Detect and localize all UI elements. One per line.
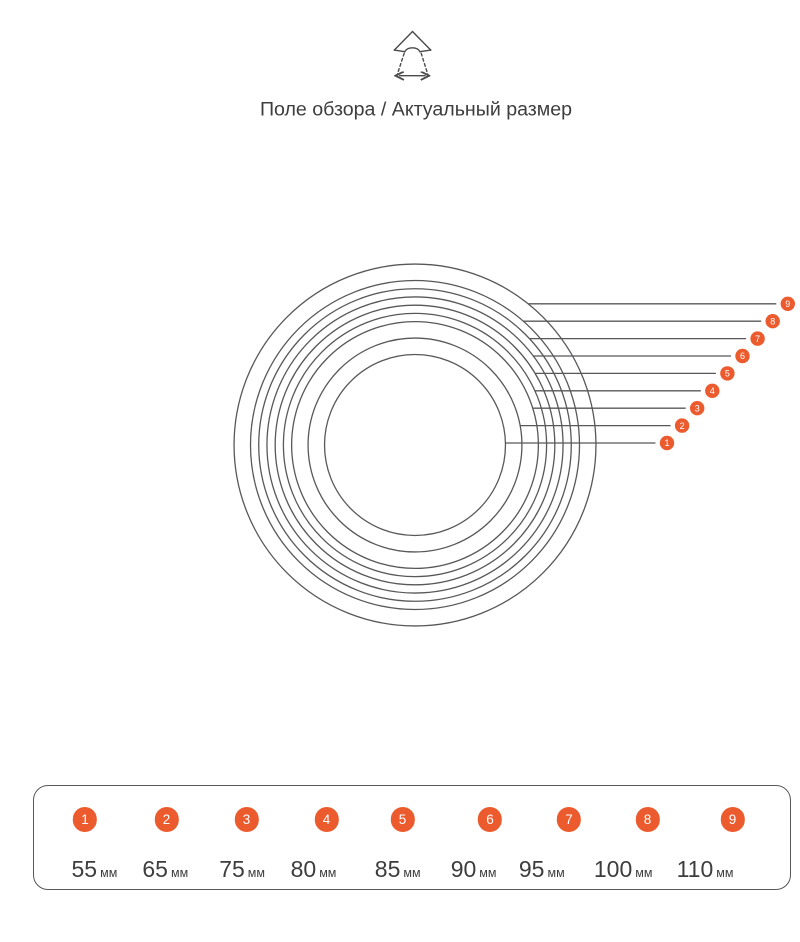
svg-text:2: 2 (680, 421, 685, 431)
svg-text:5: 5 (725, 369, 730, 379)
svg-text:Поле обзора / Актуальный разме: Поле обзора / Актуальный размер (260, 99, 572, 121)
svg-text:7: 7 (755, 334, 760, 344)
svg-text:1: 1 (664, 438, 669, 448)
svg-text:3: 3 (695, 403, 700, 413)
svg-text:9: 9 (785, 299, 790, 309)
svg-text:6: 6 (740, 351, 745, 361)
svg-text:4: 4 (710, 386, 715, 396)
svg-text:8: 8 (770, 316, 775, 326)
